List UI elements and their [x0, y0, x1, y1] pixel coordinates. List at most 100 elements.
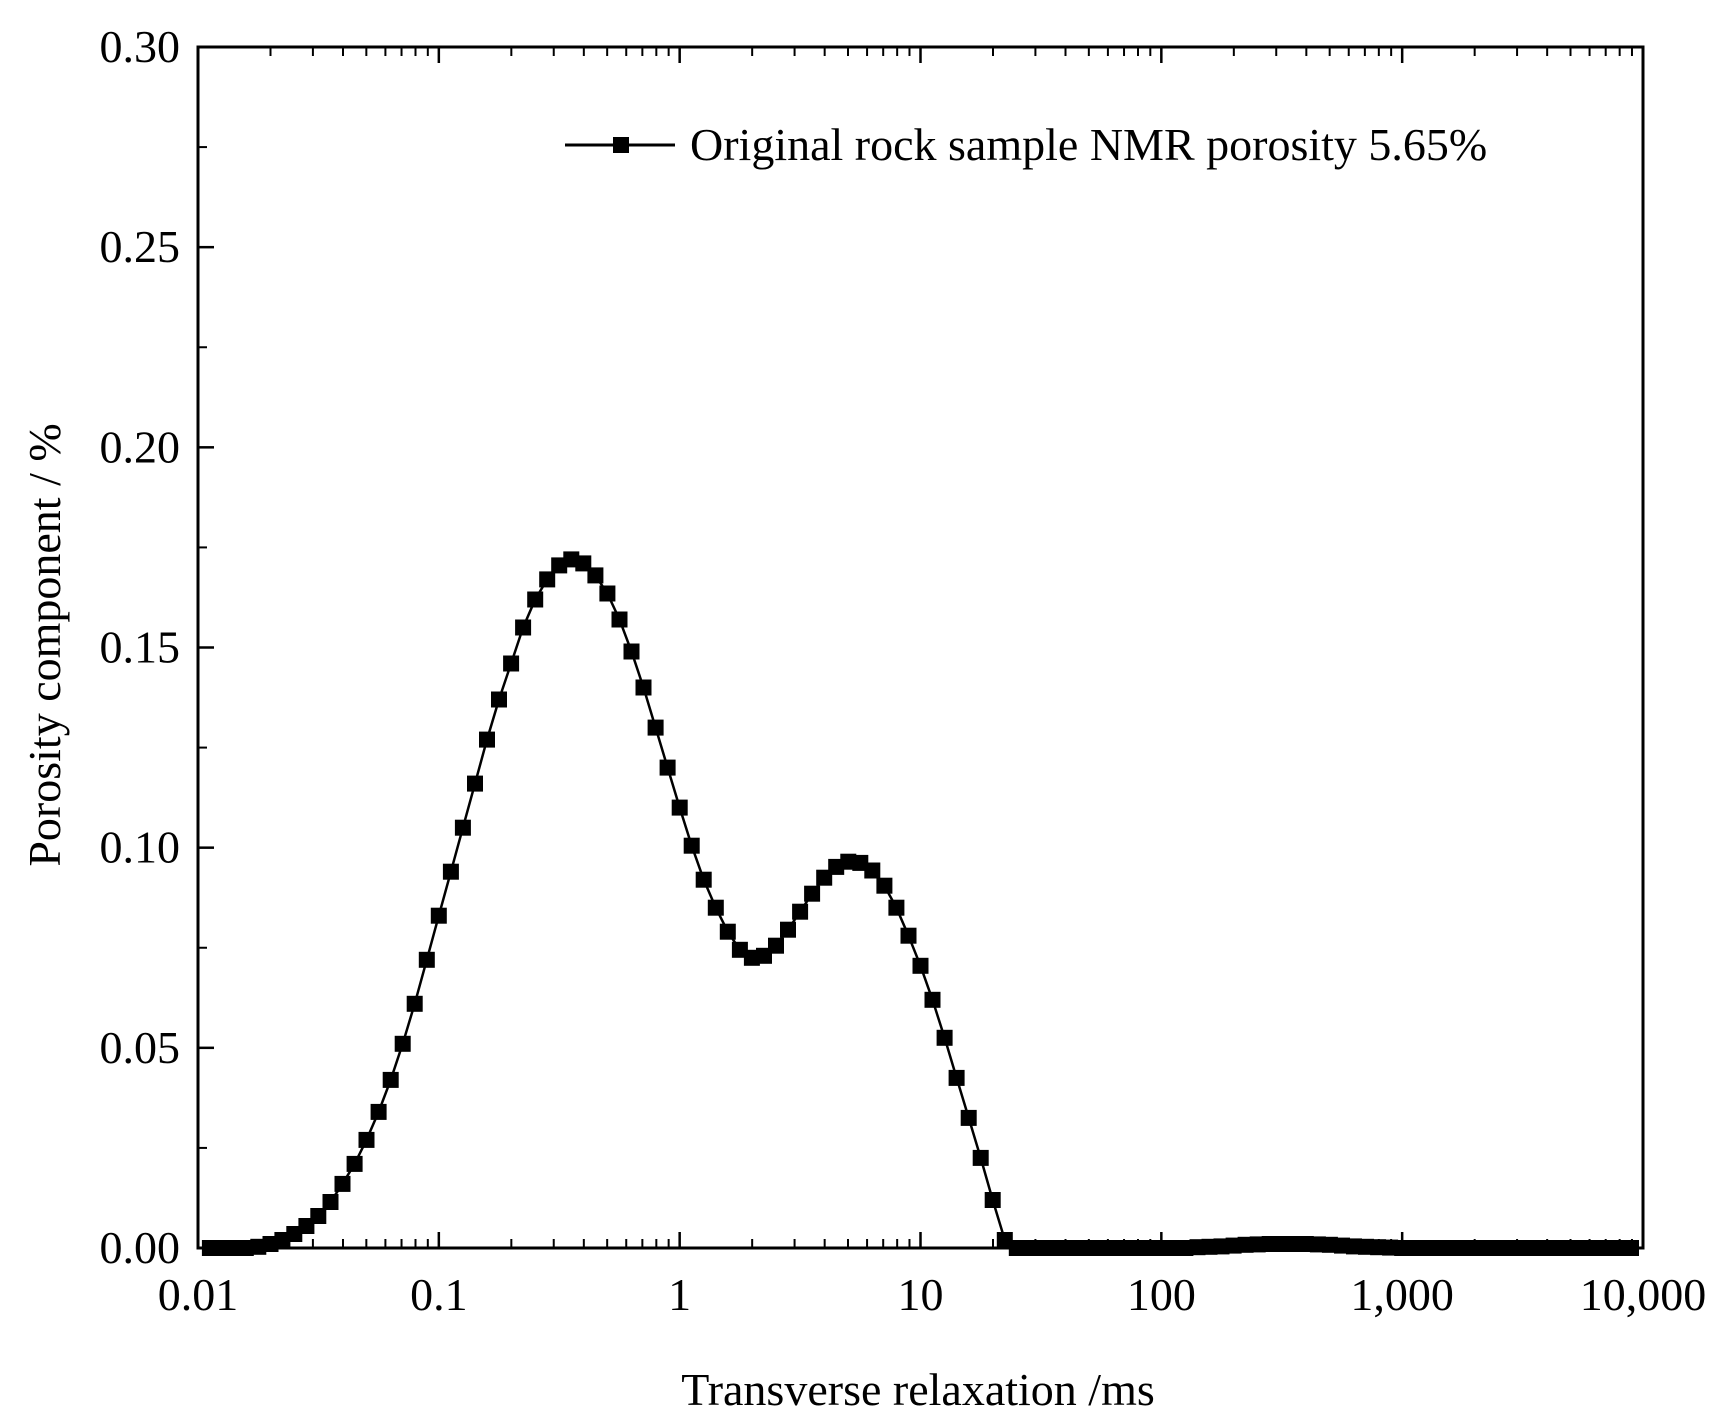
data-point [707, 899, 724, 916]
legend-marker [613, 137, 629, 153]
data-point [1093, 1240, 1110, 1256]
data-point [334, 1175, 351, 1192]
data-point [479, 731, 495, 748]
data-point [828, 858, 845, 875]
ticks [196, 45, 1645, 1250]
data-point [900, 927, 917, 944]
data-point [310, 1208, 327, 1224]
data-point [1032, 1240, 1049, 1256]
data-point [1442, 1240, 1459, 1256]
data-point [972, 1149, 989, 1166]
data-point [1418, 1240, 1435, 1256]
data-point [695, 871, 712, 888]
data-point [1261, 1236, 1278, 1252]
x-axis-title: Transverse relaxation /ms [681, 1364, 1155, 1415]
data-point [527, 591, 544, 608]
data-point [948, 1069, 965, 1086]
data-point [1562, 1240, 1579, 1256]
data-point [358, 1131, 375, 1148]
data-point [394, 1035, 411, 1052]
data-point [1008, 1240, 1025, 1256]
data-point [683, 837, 700, 854]
data-point [467, 775, 483, 792]
data-point [960, 1109, 977, 1126]
data-point [1129, 1240, 1146, 1256]
data-point [442, 863, 459, 880]
data-point [454, 819, 471, 836]
data-point [503, 655, 520, 672]
data-point [912, 957, 929, 974]
plot-frame [196, 45, 1645, 1250]
data-point [1610, 1240, 1627, 1256]
data-point [418, 951, 435, 968]
data-point [250, 1238, 267, 1255]
y-tick-label: 0.10 [100, 822, 181, 873]
x-tick-label: 0.01 [158, 1269, 239, 1320]
data-point [635, 679, 652, 696]
data-point [984, 1192, 1001, 1208]
data-point [780, 921, 796, 938]
y-tick-label: 0.30 [100, 21, 181, 72]
data-point [346, 1155, 363, 1172]
data-point [647, 719, 664, 736]
x-tick-label: 100 [1127, 1269, 1196, 1320]
data-point [743, 949, 760, 966]
data-point [1177, 1240, 1194, 1256]
y-axis-title: Porosity component / % [19, 423, 70, 866]
data-point [575, 555, 592, 572]
data-point [1213, 1238, 1230, 1255]
data-point [539, 571, 556, 588]
data-point [671, 799, 688, 816]
data-point [1321, 1236, 1338, 1253]
data-point [1069, 1240, 1085, 1256]
x-tick-label: 0.1 [410, 1269, 468, 1320]
data-point [864, 862, 881, 879]
data-point [876, 877, 893, 894]
data-point [611, 611, 628, 628]
data-point [623, 643, 640, 660]
data-point [1153, 1240, 1170, 1256]
y-tick-label: 0.25 [100, 221, 181, 272]
data-point [286, 1226, 303, 1242]
data-point [936, 1029, 953, 1046]
data-point [888, 899, 905, 916]
data-point [1358, 1238, 1374, 1255]
data-point [515, 619, 532, 636]
data-point [551, 557, 568, 574]
data-point [201, 1240, 218, 1256]
y-tick-label: 0.20 [100, 421, 181, 472]
data-point [491, 691, 507, 708]
data-point [237, 1240, 254, 1256]
data-point [1237, 1236, 1254, 1253]
x-tick-label: 1,000 [1350, 1269, 1454, 1320]
y-tick-label: 0.00 [100, 1222, 181, 1273]
data-point [1502, 1240, 1519, 1256]
data-point [1466, 1240, 1483, 1256]
data-point [322, 1194, 339, 1210]
series [201, 551, 1639, 1256]
data-point [768, 937, 784, 954]
data-point [1297, 1236, 1314, 1252]
x-tick-label: 1 [668, 1269, 691, 1320]
data-point [370, 1103, 387, 1120]
data-point [1586, 1240, 1603, 1256]
data-point [382, 1071, 399, 1088]
series-line [209, 558, 1631, 1250]
data-point [659, 759, 676, 776]
data-point [792, 903, 809, 920]
data-point [1623, 1240, 1639, 1256]
data-point [719, 923, 736, 940]
legend-label: Original rock sample NMR porosity 5.65% [690, 119, 1487, 170]
data-point [1382, 1239, 1399, 1256]
x-tick-label: 10 [898, 1269, 944, 1320]
tick-labels: 0.01 0.1 1 10 100 1,000 10,000 0.00 0.05 0.10 0.15… [100, 21, 1707, 1320]
data-point [599, 585, 616, 602]
data-point [804, 885, 821, 902]
data-point [430, 907, 447, 924]
legend: Original rock sample NMR porosity 5.65% [565, 119, 1487, 170]
x-tick-label: 10,000 [1580, 1269, 1707, 1320]
data-point [1526, 1240, 1543, 1256]
data-point [587, 567, 604, 584]
y-tick-label: 0.05 [100, 1022, 181, 1073]
